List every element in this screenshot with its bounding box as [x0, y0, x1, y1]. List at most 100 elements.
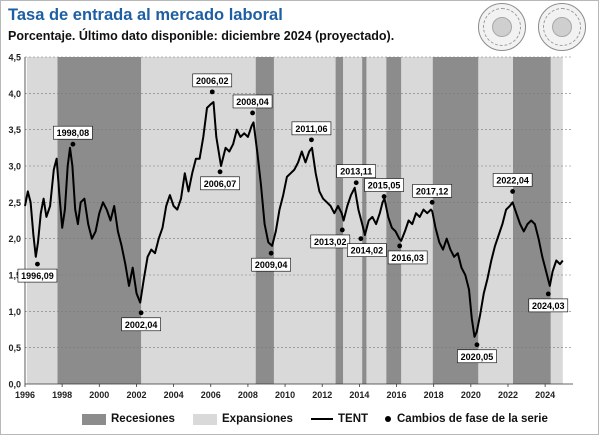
turning-point-dot	[250, 110, 255, 116]
turning-point-label-box	[200, 176, 240, 191]
turning-point-dot	[397, 243, 403, 249]
y-tick-label: 3,5	[8, 125, 21, 135]
phase-bands	[26, 57, 563, 384]
axes: 0,0 0,5 1,0 1,5 2,0 2,5 3,0 3,5 4,0 4,5 1996 1998 20…	[8, 53, 573, 400]
legend-line-series	[311, 418, 333, 420]
x-tick-label: 1998	[52, 390, 72, 400]
x-tick-label: 2022	[498, 390, 518, 400]
y-tick-label: 1,0	[8, 307, 21, 317]
expansion-band	[343, 57, 363, 384]
turning-point-label: 2014,02	[351, 246, 384, 256]
turning-point-dot	[381, 194, 387, 199]
x-tick-label: 2000	[89, 390, 109, 400]
legend-label-series: TENT	[338, 413, 369, 425]
turning-point-label-box	[291, 121, 332, 136]
legend-item-turning-points: Cambios de fase de la serie	[385, 413, 548, 425]
turning-point-label-box	[17, 268, 58, 283]
expansion-band	[401, 57, 433, 384]
legend-label-turning-points: Cambios de fase de la serie	[397, 413, 548, 425]
expansion-band	[478, 57, 513, 384]
turning-point-label-box	[53, 125, 93, 140]
y-tick-label: 4,5	[8, 53, 21, 63]
turning-points: 1996,09 1998,08 2002,04 2006,02 2006,07 2008,…	[17, 73, 569, 364]
turning-point-label: 2013,02	[314, 237, 347, 247]
turning-point-label-box	[251, 257, 291, 272]
turning-point-label: 2024,03	[532, 301, 565, 311]
turning-point-label: 1998,08	[57, 128, 90, 138]
recession-band	[362, 57, 367, 384]
recession-band	[335, 57, 344, 384]
series-line	[24, 101, 564, 338]
turning-point-label-box	[232, 94, 273, 109]
legend-label-expansions: Expansiones	[222, 413, 293, 425]
expansion-band	[550, 57, 563, 384]
turning-point-dot	[217, 169, 223, 175]
y-tick-label: 0,5	[8, 343, 21, 353]
x-tick-label: 2008	[238, 390, 258, 400]
x-tick-label: 2014	[349, 390, 369, 400]
y-tick-label: 3,0	[8, 162, 21, 172]
turning-point-dot	[545, 291, 551, 297]
turning-point-dot	[339, 227, 345, 233]
turning-point-label-box	[492, 173, 533, 187]
turning-point-label: 2006,07	[204, 179, 237, 189]
turning-point-dot	[35, 261, 40, 267]
turning-point-label-box	[387, 250, 428, 265]
x-tick-label: 2018	[424, 390, 444, 400]
seal-right-logo	[538, 3, 586, 51]
recession-band	[386, 57, 402, 384]
legend: Recesiones Expansiones TENT Cambios de f…	[30, 410, 592, 430]
turning-point-dot	[209, 89, 215, 95]
turning-point-label: 2006,02	[196, 76, 229, 86]
turning-point-label: 2008,04	[236, 97, 269, 107]
turning-point-label: 2017,12	[416, 186, 449, 196]
turning-point-dot	[70, 141, 76, 147]
chart-title: Tasa de entrada al mercado laboral	[8, 6, 283, 24]
series-line-tent	[24, 101, 564, 338]
legend-swatch-recessions	[82, 413, 106, 425]
turning-point-label: 2009,04	[255, 260, 288, 270]
turning-point-label-box	[412, 184, 452, 198]
legend-item-expansions: Expansiones	[193, 413, 293, 425]
y-tick-label: 2,0	[8, 234, 21, 244]
x-tick-label: 2016	[387, 390, 407, 400]
seal-left-ring	[483, 8, 521, 46]
y-tick-label: 0,0	[8, 380, 21, 390]
turning-point-label-box	[310, 234, 351, 249]
legend-label-recessions: Recesiones	[111, 413, 175, 425]
turning-point-label: 2020,05	[461, 352, 494, 362]
x-tick-label: 2004	[164, 390, 184, 400]
x-tick-label: 2020	[461, 390, 481, 400]
x-tick-label: 2006	[201, 390, 221, 400]
recession-band	[57, 57, 142, 384]
turning-point-label-box	[336, 164, 377, 179]
turning-point-label-box	[364, 178, 404, 192]
turning-point-label-box	[192, 73, 233, 88]
seal-left-logo	[478, 3, 526, 51]
turning-point-label: 2013,11	[340, 167, 372, 177]
turning-point-label: 2015,05	[368, 181, 401, 191]
x-tick-label: 2002	[126, 390, 146, 400]
turning-point-dot	[268, 250, 274, 256]
x-tick-label: 2012	[312, 390, 332, 400]
turning-point-dot	[358, 236, 364, 242]
turning-point-label: 2002,04	[125, 320, 158, 330]
seal-right-ring	[543, 8, 581, 46]
x-tick-label: 2010	[275, 390, 295, 400]
turning-point-label-box	[347, 243, 387, 257]
turning-point-label-box	[457, 349, 497, 364]
y-tick-label: 1,5	[8, 271, 21, 281]
legend-swatch-expansions	[193, 413, 217, 425]
y-tick-label: 4,0	[8, 89, 21, 99]
legend-item-series: TENT	[311, 413, 368, 425]
x-tick-label: 1996	[15, 390, 35, 400]
turning-point-dot	[429, 199, 435, 205]
seal-right-emblem	[552, 17, 572, 37]
turning-point-dot	[353, 180, 359, 186]
turning-point-dot	[309, 137, 314, 143]
y-tick-label: 2,5	[8, 198, 21, 208]
seal-left-emblem	[492, 17, 512, 37]
turning-point-label: 2016,03	[391, 253, 424, 263]
x-tick-label: 2024	[535, 390, 555, 400]
